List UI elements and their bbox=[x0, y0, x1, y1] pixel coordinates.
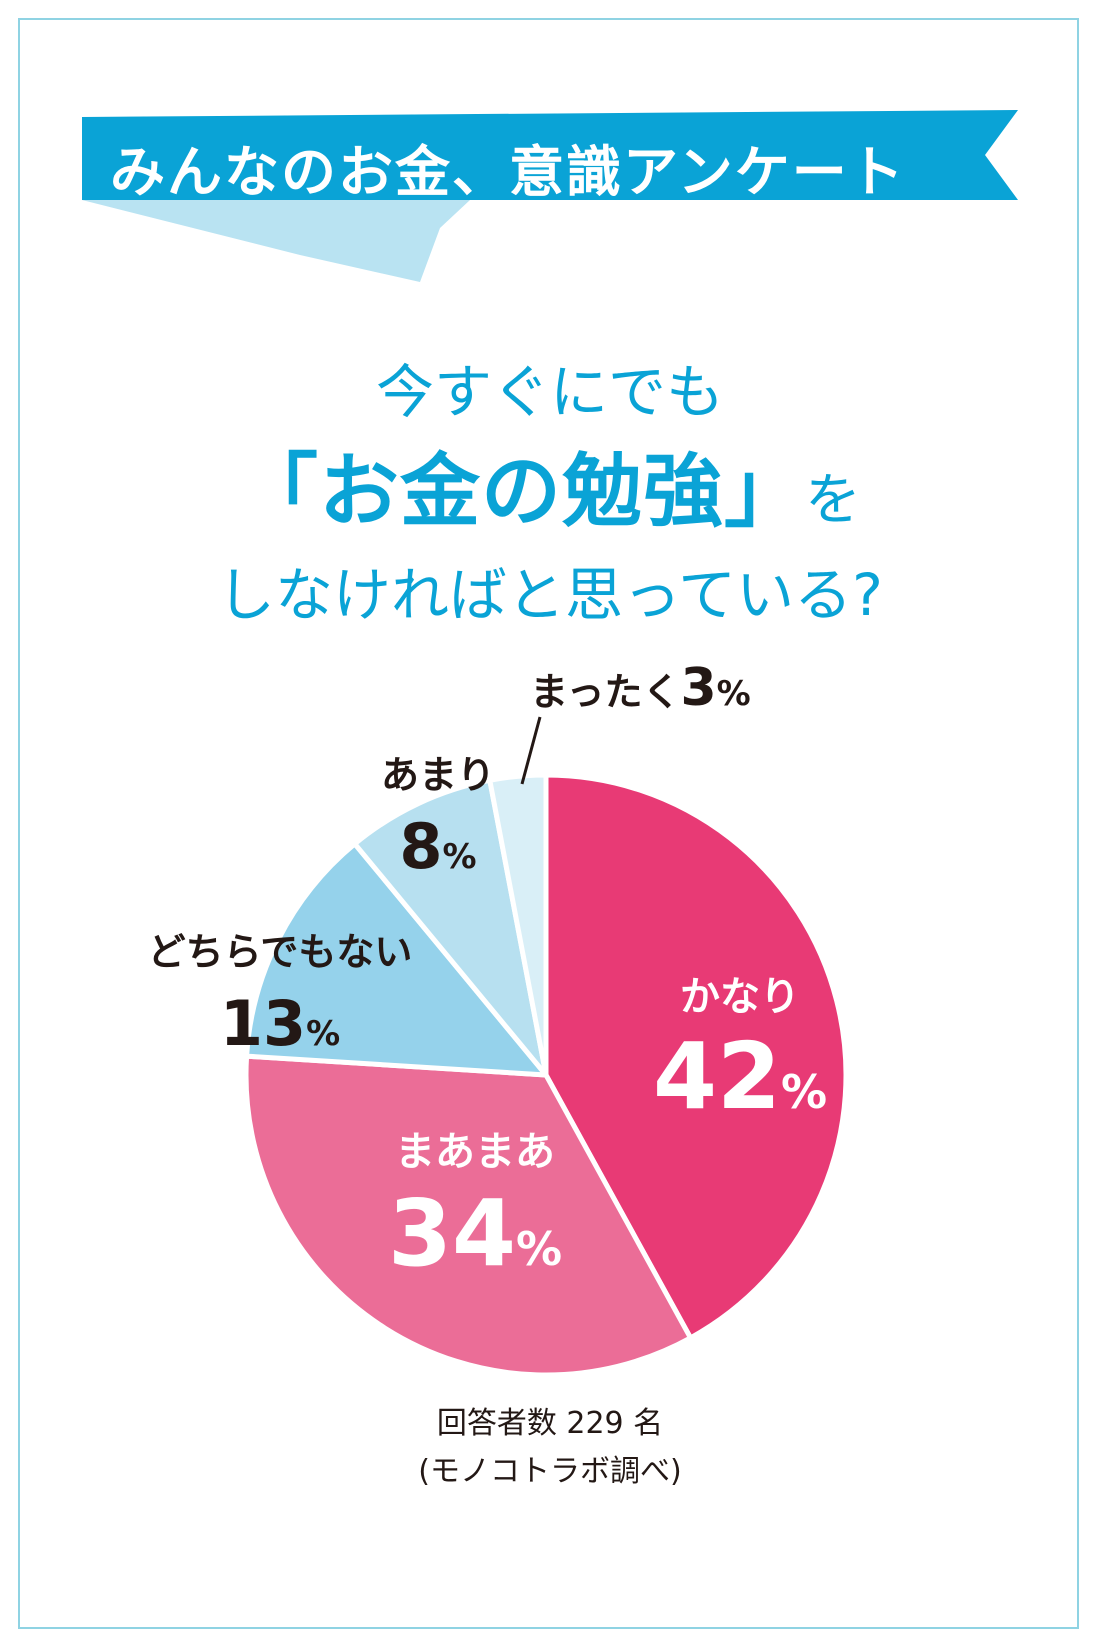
pie-slice-2 bbox=[244, 841, 549, 1078]
banner bbox=[82, 110, 1018, 282]
pie-slice-3 bbox=[352, 777, 549, 1078]
slice-value-label: 13% bbox=[220, 987, 340, 1060]
question-line-2: 「お金の勉強」を bbox=[0, 427, 1100, 543]
question-line-1: 今すぐにでも bbox=[375, 358, 724, 426]
page-frame bbox=[18, 18, 1079, 1629]
leader-line-mattaku bbox=[520, 716, 542, 785]
respondent-count: 回答者数 229 名 bbox=[436, 1406, 664, 1441]
question-line-3: しなければと思っている? bbox=[217, 561, 883, 629]
banner-tail bbox=[82, 200, 470, 282]
percent-unit: % bbox=[516, 1222, 562, 1276]
slice-category-label: かなり bbox=[680, 974, 800, 1020]
slice-category-label: まったく3% bbox=[530, 658, 751, 718]
percent-unit: % bbox=[443, 837, 477, 877]
banner-title: みんなのお金、意識アンケート bbox=[110, 140, 906, 204]
banner-ribbon bbox=[82, 110, 1018, 200]
pie-slice-1 bbox=[243, 1053, 694, 1378]
percent-unit: % bbox=[717, 674, 751, 714]
question-highlight: 「お金の勉強」 bbox=[238, 445, 805, 538]
survey-source: (モノコトラボ調べ) bbox=[418, 1454, 682, 1489]
slice-category-label: どちらでもない bbox=[148, 930, 413, 974]
slice-value-label: 3 bbox=[680, 658, 716, 718]
percent-unit: % bbox=[306, 1014, 340, 1054]
question-particle: を bbox=[805, 468, 862, 533]
slice-category-label: まあまあ bbox=[395, 1129, 555, 1175]
percent-unit: % bbox=[781, 1065, 827, 1119]
pie-slice-4 bbox=[487, 772, 549, 1078]
pie-slice-0 bbox=[543, 772, 849, 1341]
slice-category-label: あまり bbox=[381, 753, 495, 797]
